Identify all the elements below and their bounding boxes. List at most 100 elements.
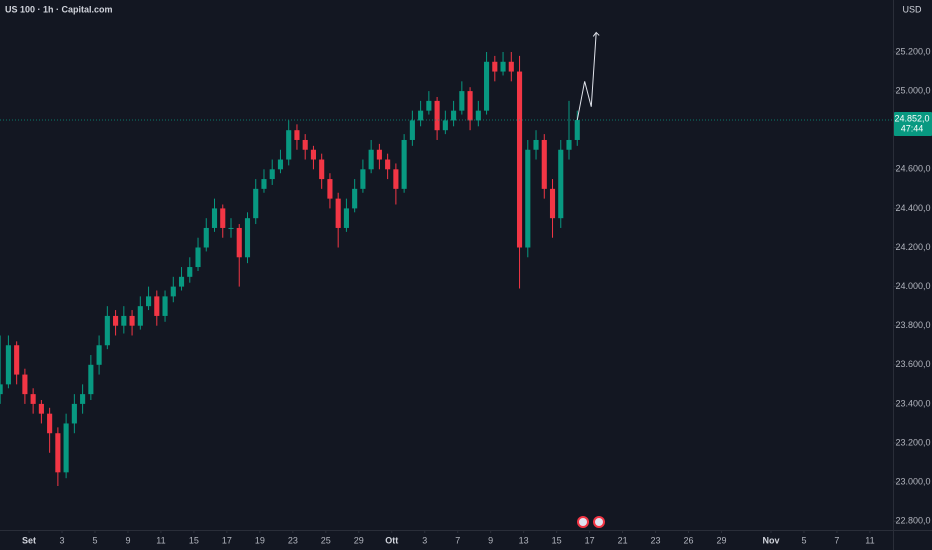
candle-body <box>286 130 292 160</box>
candles <box>0 52 580 487</box>
candle-body <box>360 169 366 189</box>
x-tick-label: 15 <box>552 535 562 545</box>
candle-body <box>533 139 539 150</box>
x-tick-label: 19 <box>255 535 265 545</box>
candle-body <box>277 159 284 170</box>
x-tick-label: 21 <box>618 535 628 545</box>
y-tick-label: 24.600,0 <box>895 164 930 174</box>
candle-body <box>475 110 481 121</box>
candle-body <box>22 374 28 395</box>
candle-body <box>5 345 11 385</box>
candle-body <box>14 345 20 375</box>
x-tick-label: 7 <box>455 535 460 545</box>
candle-body <box>319 159 325 180</box>
candle-body <box>484 61 490 111</box>
candle-body <box>88 364 94 395</box>
candle-body <box>154 296 160 316</box>
y-tick-label: 24.200,0 <box>895 242 930 252</box>
candle-body <box>310 149 316 160</box>
candle-body <box>327 179 333 199</box>
y-tick-label: 23.600,0 <box>895 359 930 369</box>
x-tick-label: 11 <box>156 535 165 545</box>
x-tick-label: 23 <box>651 535 661 545</box>
event-icon-flag <box>579 518 587 526</box>
x-tick-label: Ott <box>385 535 398 545</box>
candle-body <box>211 208 218 228</box>
candle-body <box>80 394 86 404</box>
x-tick-label: 25 <box>321 535 331 545</box>
candle-body <box>178 276 185 287</box>
candle-body <box>368 149 374 170</box>
event-icon-flag <box>595 518 603 526</box>
x-tick-label: 23 <box>288 535 298 545</box>
x-tick-label: 29 <box>717 535 727 545</box>
y-tick-label: 23.400,0 <box>895 398 930 408</box>
candle-body <box>113 315 119 326</box>
candle-body <box>566 139 572 150</box>
candle-body <box>343 208 349 228</box>
candle-body <box>376 149 382 160</box>
last-price-label: 24.852,0 <box>894 113 929 123</box>
countdown-label: 47:44 <box>901 123 924 133</box>
candle-body <box>451 110 457 121</box>
y-tick-label: 23.200,0 <box>895 437 930 447</box>
candle-body <box>187 267 193 277</box>
x-tick-label: 5 <box>92 535 97 545</box>
y-tick-label: 25.000,0 <box>895 85 930 95</box>
candle-body <box>525 149 531 248</box>
candle-body <box>500 61 506 72</box>
candle-body <box>294 130 300 140</box>
candle-body <box>352 188 358 209</box>
candle-body <box>574 120 580 140</box>
candle-body <box>409 120 415 140</box>
candle-body <box>302 139 308 150</box>
candle-body <box>220 208 226 228</box>
candle-body <box>426 100 432 111</box>
x-tick-label: Nov <box>762 535 779 545</box>
candle-body <box>47 413 53 434</box>
candle-body <box>137 306 143 326</box>
x-tick-label: 15 <box>189 535 199 545</box>
candle-body <box>508 61 514 72</box>
currency-label[interactable]: USD <box>902 4 922 14</box>
candle-body <box>335 198 341 228</box>
candle-body <box>195 247 201 268</box>
last-price-box <box>894 112 932 137</box>
candle-body <box>558 149 564 219</box>
x-tick-label: Set <box>22 535 36 545</box>
candle-body <box>253 188 259 219</box>
candle-body <box>401 139 407 189</box>
candle-body <box>541 139 547 189</box>
candle-body <box>459 91 465 111</box>
x-tick-label: 29 <box>354 535 364 545</box>
candle-body <box>244 218 251 258</box>
projection-line <box>576 32 597 121</box>
candle-body <box>442 120 448 131</box>
candle-body <box>269 169 275 180</box>
chart-title: US 100 · 1h · Capital.com <box>5 4 113 14</box>
x-tick-label: 13 <box>519 535 529 545</box>
candle-body <box>146 296 152 307</box>
candle-body <box>549 188 556 219</box>
y-tick-label: 23.000,0 <box>895 476 930 486</box>
candle-body <box>63 423 69 473</box>
y-tick-label: 24.400,0 <box>895 203 930 213</box>
event-icon[interactable] <box>577 516 605 528</box>
candle-body <box>30 394 36 404</box>
candle-body <box>236 227 242 258</box>
x-tick-label: 9 <box>125 535 130 545</box>
candle-body <box>55 433 61 473</box>
candle-body <box>492 61 498 72</box>
candle-body <box>418 110 424 121</box>
x-tick-label: 11 <box>865 535 874 545</box>
x-tick-label: 7 <box>834 535 839 545</box>
candle-body <box>261 179 267 189</box>
candle-body <box>96 345 102 365</box>
candle-body <box>393 169 399 189</box>
candle-body <box>203 227 209 248</box>
candle-body <box>129 315 135 326</box>
y-tick-label: 24.000,0 <box>895 281 930 291</box>
x-tick-label: 26 <box>684 535 694 545</box>
